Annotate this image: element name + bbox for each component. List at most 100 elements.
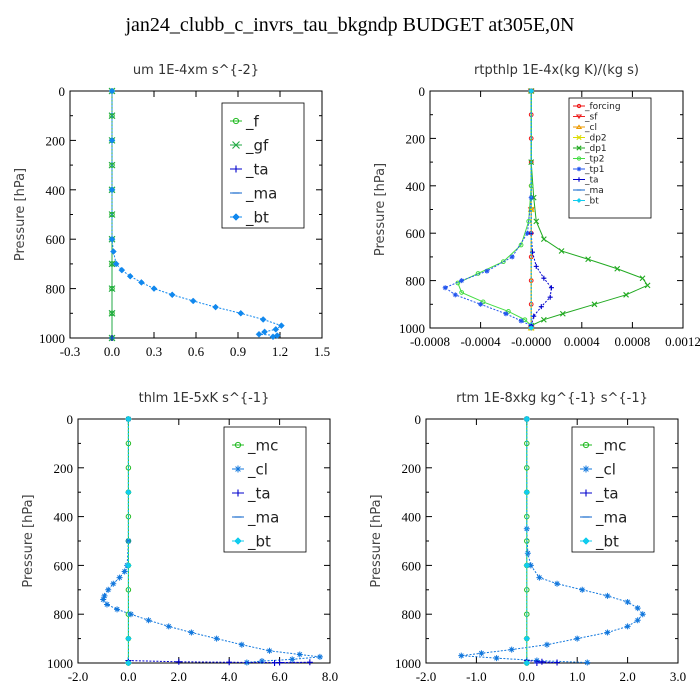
x-tick-label: -2.0	[68, 669, 89, 684]
data-point	[493, 655, 500, 662]
panel-rtpthlp: rtpthlp 1E-4x(kg K)/(kg s) 0 200 400 600 800 1…	[373, 63, 700, 349]
series-line	[526, 660, 558, 664]
data-point	[576, 197, 582, 204]
x-tick-label: 0.6	[188, 344, 205, 359]
data-point	[105, 586, 112, 593]
data-point	[554, 659, 561, 666]
y-tick-label: 400	[46, 183, 66, 198]
data-point	[604, 592, 611, 599]
data-point	[538, 304, 544, 310]
legend-label: _bt	[595, 532, 619, 551]
data-point	[114, 606, 121, 613]
legend-label: _cl	[584, 123, 597, 133]
data-point	[540, 316, 547, 323]
data-point	[232, 117, 240, 125]
data-point	[108, 186, 116, 194]
data-point	[243, 659, 250, 666]
y-tick-label: 800	[406, 274, 426, 289]
data-point	[533, 660, 540, 666]
data-point	[523, 415, 531, 423]
series-cl	[458, 416, 646, 666]
data-point	[238, 641, 245, 648]
data-point	[503, 311, 509, 317]
data-point	[528, 88, 535, 94]
data-point	[500, 259, 506, 265]
data-point	[582, 441, 590, 449]
data-point	[232, 213, 240, 221]
series-ta	[125, 657, 313, 666]
data-point	[575, 124, 583, 130]
data-point	[523, 562, 531, 569]
legend-label: _ta	[247, 484, 271, 503]
legend-label: _gf	[245, 136, 269, 155]
series-line	[457, 91, 532, 326]
data-point	[168, 291, 176, 299]
data-point	[226, 659, 233, 666]
y-tick-label: 800	[54, 607, 74, 622]
data-point	[255, 330, 263, 338]
y-tick-label: 600	[406, 226, 426, 241]
data-point	[527, 562, 534, 569]
data-point	[576, 177, 582, 182]
data-point	[442, 285, 448, 291]
y-tick-label: 400	[402, 510, 422, 525]
data-point	[452, 292, 458, 298]
data-point	[272, 326, 280, 333]
data-point	[234, 441, 242, 449]
data-point	[536, 574, 543, 581]
y-tick-label: 1000	[395, 656, 421, 671]
data-point	[125, 562, 132, 569]
data-point	[237, 309, 245, 317]
data-point	[579, 586, 586, 593]
legend-label: _bt	[245, 208, 269, 227]
data-point	[639, 275, 646, 282]
legend-label: _bt	[247, 532, 271, 551]
y-tick-label: 200	[402, 461, 422, 476]
data-point	[576, 156, 582, 161]
x-tick-label: -2.0	[416, 669, 437, 684]
series-tp1	[442, 88, 534, 329]
data-point	[458, 652, 465, 659]
legend-label: _ta	[584, 176, 599, 186]
legend-label: _ta	[245, 160, 269, 179]
legend-label: _mc	[247, 436, 278, 455]
data-point	[316, 653, 323, 660]
legend-label: _ma	[595, 508, 627, 527]
data-point	[108, 235, 116, 243]
data-point	[478, 650, 485, 657]
x-tick-label: 2.0	[171, 669, 187, 684]
data-point	[269, 333, 277, 341]
data-point	[266, 647, 273, 654]
legend-label: _bt	[584, 197, 599, 207]
data-point	[165, 623, 172, 630]
data-point	[575, 114, 583, 120]
data-point	[125, 538, 132, 544]
data-point	[232, 141, 240, 149]
data-point	[278, 322, 285, 330]
legend-label: _cl	[247, 460, 268, 479]
y-tick-label: 1000	[39, 331, 65, 346]
x-tick-label: -0.0004	[461, 334, 502, 349]
y-axis-label: Pressure [hPa]	[13, 168, 28, 261]
data-point	[112, 260, 120, 268]
data-point	[524, 230, 530, 236]
y-tick-label: 1000	[47, 656, 73, 671]
data-point	[261, 328, 268, 336]
data-point	[103, 601, 110, 608]
panel-title: rtpthlp 1E-4x(kg K)/(kg s)	[474, 63, 639, 78]
data-point	[306, 659, 313, 666]
legend-label: _cl	[595, 460, 616, 479]
x-tick-label: 0.0	[104, 344, 120, 359]
data-point	[522, 317, 528, 323]
data-point	[108, 285, 116, 292]
data-point	[234, 465, 242, 473]
legend: _mc _cl _ta _ma _bt	[223, 426, 307, 553]
data-point	[524, 550, 531, 557]
data-point	[509, 254, 515, 260]
y-tick-label: 0	[67, 412, 74, 427]
data-point	[531, 313, 537, 319]
data-point	[213, 635, 220, 642]
panel-thlm: thlm 1E-5xK s^{-1} 0 200 400 600 800 1000-2.0 0…	[21, 391, 338, 684]
data-point	[576, 166, 582, 172]
